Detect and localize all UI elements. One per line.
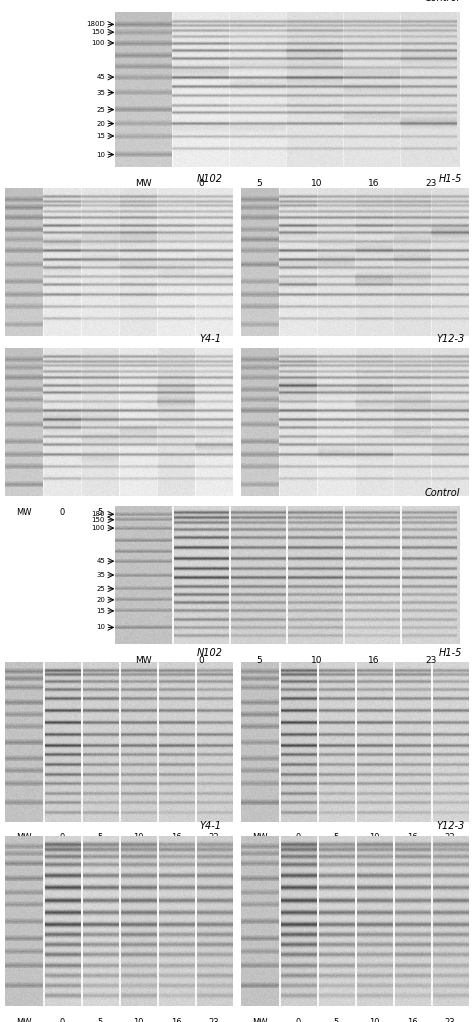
Text: MW: MW <box>16 1018 32 1022</box>
Text: 5: 5 <box>97 508 103 517</box>
Text: 100: 100 <box>91 525 105 531</box>
Text: 0: 0 <box>59 347 64 357</box>
Text: 15: 15 <box>96 133 105 139</box>
Text: 23: 23 <box>445 347 456 357</box>
Text: 10: 10 <box>96 624 105 631</box>
Text: 10: 10 <box>369 833 379 842</box>
Text: 5: 5 <box>97 1018 103 1022</box>
Text: 45: 45 <box>96 558 105 564</box>
Text: H1-5: H1-5 <box>439 174 463 184</box>
Text: 20: 20 <box>96 121 105 127</box>
Text: 23: 23 <box>445 1018 456 1022</box>
Text: 23: 23 <box>445 508 456 517</box>
Text: 16: 16 <box>171 508 182 517</box>
Text: 150: 150 <box>91 517 105 523</box>
Text: 23: 23 <box>209 833 219 842</box>
Text: 10: 10 <box>369 1018 379 1022</box>
Text: 0: 0 <box>59 833 64 842</box>
Text: 35: 35 <box>96 572 105 578</box>
Text: 0: 0 <box>59 508 64 517</box>
Text: 16: 16 <box>171 1018 182 1022</box>
Text: 25: 25 <box>96 586 105 592</box>
Text: 16: 16 <box>407 1018 417 1022</box>
Text: 10: 10 <box>133 347 143 357</box>
Text: 10: 10 <box>369 508 379 517</box>
Text: 35: 35 <box>96 90 105 96</box>
Text: 0: 0 <box>295 347 301 357</box>
Text: 100: 100 <box>91 40 105 46</box>
Text: 180: 180 <box>91 511 105 517</box>
Text: 16: 16 <box>368 656 380 665</box>
Text: 23: 23 <box>445 833 456 842</box>
Text: 0: 0 <box>199 656 204 665</box>
Text: MW: MW <box>252 1018 268 1022</box>
Text: Y12-3: Y12-3 <box>437 822 465 831</box>
Text: 10: 10 <box>310 656 322 665</box>
Text: MW: MW <box>136 179 152 188</box>
Text: 5: 5 <box>256 656 262 665</box>
Text: 5: 5 <box>333 1018 338 1022</box>
Text: 5: 5 <box>97 833 103 842</box>
Text: Control: Control <box>425 0 460 3</box>
Text: 16: 16 <box>407 347 417 357</box>
Text: 5: 5 <box>333 347 338 357</box>
Text: 5: 5 <box>97 347 103 357</box>
Text: 10: 10 <box>310 179 322 188</box>
Text: 23: 23 <box>209 1018 219 1022</box>
Text: 20: 20 <box>96 597 105 603</box>
Text: H1-5: H1-5 <box>439 648 463 657</box>
Text: 10: 10 <box>133 833 143 842</box>
Text: 25: 25 <box>96 106 105 112</box>
Text: 16: 16 <box>368 179 380 188</box>
Text: 0: 0 <box>295 1018 301 1022</box>
Text: 23: 23 <box>209 347 219 357</box>
Text: 5: 5 <box>333 833 338 842</box>
Text: MW: MW <box>252 508 268 517</box>
Text: 16: 16 <box>407 508 417 517</box>
Text: 0: 0 <box>199 179 204 188</box>
Text: 5: 5 <box>256 179 262 188</box>
Text: 0: 0 <box>59 1018 64 1022</box>
Text: 16: 16 <box>171 833 182 842</box>
Text: Control: Control <box>425 487 460 498</box>
Text: N102: N102 <box>197 648 223 657</box>
Text: Y4-1: Y4-1 <box>199 822 221 831</box>
Text: 45: 45 <box>96 75 105 80</box>
Text: 180D: 180D <box>86 21 105 28</box>
Text: MW: MW <box>16 833 32 842</box>
Text: Y12-3: Y12-3 <box>437 334 465 344</box>
Text: 10: 10 <box>133 508 143 517</box>
Text: 5: 5 <box>333 508 338 517</box>
Text: MW: MW <box>252 833 268 842</box>
Text: 23: 23 <box>426 179 437 188</box>
Text: N102: N102 <box>197 174 223 184</box>
Text: 0: 0 <box>295 833 301 842</box>
Text: 150: 150 <box>91 30 105 35</box>
Text: 16: 16 <box>171 347 182 357</box>
Text: 10: 10 <box>133 1018 143 1022</box>
Text: 10: 10 <box>96 151 105 157</box>
Text: MW: MW <box>16 347 32 357</box>
Text: 10: 10 <box>369 347 379 357</box>
Text: 16: 16 <box>407 833 417 842</box>
Text: Y4-1: Y4-1 <box>199 334 221 344</box>
Text: MW: MW <box>136 656 152 665</box>
Text: 0: 0 <box>295 508 301 517</box>
Text: MW: MW <box>16 508 32 517</box>
Text: 23: 23 <box>426 656 437 665</box>
Text: MW: MW <box>252 347 268 357</box>
Text: 23: 23 <box>209 508 219 517</box>
Text: 15: 15 <box>96 608 105 614</box>
